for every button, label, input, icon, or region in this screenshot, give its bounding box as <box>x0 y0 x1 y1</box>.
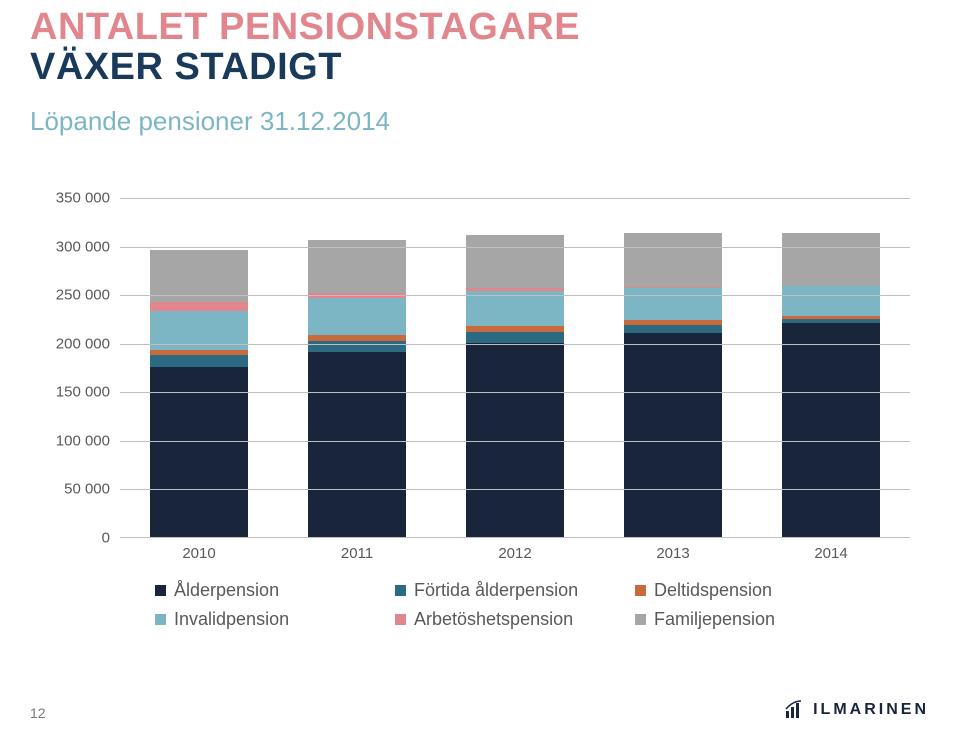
bar-2010: 2010 <box>150 250 248 537</box>
title-line-2: VÄXER STADIGT <box>30 48 580 88</box>
legend-swatch <box>155 614 166 625</box>
legend-swatch <box>635 585 646 596</box>
bar-stack <box>308 240 406 537</box>
bar-2012: 2012 <box>466 235 564 537</box>
plot-area: 2010 2011 2012 2013 2014 <box>120 198 910 538</box>
y-axis-label: 100 000 <box>30 432 110 449</box>
x-axis-label: 2014 <box>814 545 847 562</box>
segment-familje <box>782 233 880 286</box>
segment-fortida <box>624 325 722 333</box>
subtitle: Löpande pensioner 31.12.2014 <box>30 106 390 137</box>
legend-label: Deltidspension <box>654 580 772 601</box>
bar-2013: 2013 <box>624 233 722 537</box>
y-axis-label: 50 000 <box>30 481 110 498</box>
legend-label: Arbetöshetspension <box>414 609 573 630</box>
bar-stack <box>466 235 564 537</box>
y-axis-label: 200 000 <box>30 335 110 352</box>
title-block: ANTALET PENSIONSTAGARE VÄXER STADIGT <box>30 8 580 88</box>
bar-2011: 2011 <box>308 240 406 537</box>
segment-fortida <box>308 341 406 353</box>
legend-item-familje: Familjepension <box>635 609 845 630</box>
x-axis-label: 2010 <box>182 545 215 562</box>
legend-swatch <box>155 585 166 596</box>
logo: ILMARINEN <box>783 699 929 721</box>
segment-fortida <box>466 332 564 343</box>
segment-alder <box>624 333 722 537</box>
y-axis-label: 350 000 <box>30 190 110 207</box>
bars-container: 2010 2011 2012 2013 2014 <box>120 198 910 537</box>
legend-swatch <box>395 614 406 625</box>
segment-invalid <box>624 288 722 320</box>
bar-stack <box>150 250 248 537</box>
bar-stack <box>624 233 722 537</box>
legend-item-invalid: Invalidpension <box>155 609 365 630</box>
y-axis-label: 0 <box>30 530 110 547</box>
page-number: 12 <box>30 705 46 721</box>
legend-label: Förtida ålderpension <box>414 580 578 601</box>
gridline <box>120 247 910 248</box>
title-line-1: ANTALET PENSIONSTAGARE <box>30 8 580 48</box>
segment-arbetsloshet <box>150 302 248 311</box>
segment-familje <box>308 240 406 293</box>
segment-invalid <box>466 291 564 326</box>
gridline <box>120 489 910 490</box>
gridline <box>120 295 910 296</box>
gridline <box>120 441 910 442</box>
segment-invalid <box>782 286 880 315</box>
y-axis-label: 150 000 <box>30 384 110 401</box>
legend-item-arbetsloshet: Arbetöshetspension <box>395 609 605 630</box>
gridline <box>120 198 910 199</box>
legend-item-deltid: Deltidspension <box>635 580 845 601</box>
logo-icon <box>783 699 805 721</box>
segment-alder <box>782 323 880 537</box>
segment-familje <box>624 233 722 286</box>
bar-stack <box>782 233 880 538</box>
legend-label: Ålderpension <box>174 580 279 601</box>
bar-2014: 2014 <box>782 233 880 538</box>
legend-item-fortida: Förtida ålderpension <box>395 580 605 601</box>
y-axis-label: 250 000 <box>30 287 110 304</box>
segment-invalid <box>308 298 406 335</box>
legend-label: Familjepension <box>654 609 775 630</box>
x-axis-label: 2013 <box>656 545 689 562</box>
segment-familje <box>466 235 564 288</box>
x-axis-label: 2012 <box>498 545 531 562</box>
legend-item-alder: Ålderpension <box>155 580 365 601</box>
legend-label: Invalidpension <box>174 609 289 630</box>
logo-text: ILMARINEN <box>813 701 929 719</box>
legend-swatch <box>395 585 406 596</box>
legend: Ålderpension Förtida ålderpension Deltidsp… <box>155 580 875 638</box>
y-axis-label: 300 000 <box>30 238 110 255</box>
gridline <box>120 392 910 393</box>
segment-alder <box>308 352 406 537</box>
legend-swatch <box>635 614 646 625</box>
x-axis-label: 2011 <box>341 545 373 562</box>
pension-chart: 2010 2011 2012 2013 2014 0 50 000 100 000 150 0… <box>30 198 910 568</box>
segment-fortida <box>150 355 248 367</box>
gridline <box>120 344 910 345</box>
